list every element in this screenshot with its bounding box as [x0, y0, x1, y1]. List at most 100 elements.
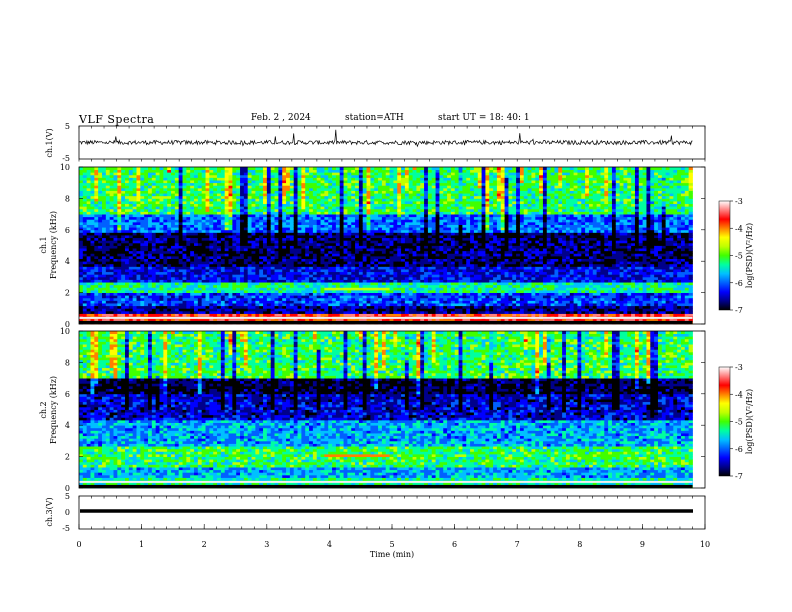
spec-cell [132, 284, 137, 288]
spec-cell [289, 235, 295, 239]
spec-cell [117, 305, 122, 309]
spec-cell [393, 237, 398, 241]
spec-cell [90, 269, 95, 273]
spec-cell [251, 240, 256, 244]
spec-cell [82, 227, 88, 231]
spec-cell [190, 303, 195, 307]
spec-cell [182, 221, 187, 225]
spec-cell [171, 287, 176, 291]
spec-cell [309, 229, 314, 233]
spec-cell [358, 221, 364, 225]
spec-cell [105, 180, 111, 184]
spec-cell [358, 198, 364, 202]
spec-cell [167, 282, 172, 286]
spec-cell [136, 198, 141, 202]
spec-cell [155, 250, 160, 254]
spec-cell [274, 308, 279, 312]
spec-cell [293, 303, 298, 307]
spec-cell [94, 214, 99, 218]
spec-cell [163, 271, 168, 275]
spec-cell [328, 229, 333, 233]
spec-cell [309, 245, 314, 249]
spec-cell [178, 211, 183, 215]
spec-cell [332, 216, 337, 220]
spec-cell [151, 172, 157, 176]
spec-cell [209, 289, 214, 293]
spec-cell [121, 201, 126, 205]
spec-cell [358, 263, 364, 267]
spec-cell [86, 177, 91, 181]
spec-cell [347, 305, 352, 309]
spec-cell [370, 289, 375, 293]
spec-cell [309, 182, 314, 186]
spec-cell [209, 227, 214, 231]
spec-cell [220, 282, 226, 286]
spec-cell [286, 216, 291, 220]
spec-cell [201, 195, 206, 199]
spec-cell [94, 282, 99, 286]
spec-cell [232, 182, 237, 186]
spec-cell [366, 224, 371, 228]
spec-cell [117, 198, 122, 202]
spec-cell [305, 308, 310, 312]
spec-cell [389, 295, 394, 299]
spec-cell [255, 303, 260, 307]
spec-cell [190, 266, 195, 270]
spec-cell [217, 248, 222, 252]
spec-cell [286, 172, 291, 176]
spec-cell [328, 295, 333, 299]
spec-cell [109, 201, 114, 205]
spec-cell [358, 303, 364, 307]
spec-cell [102, 263, 107, 267]
spec-cell [155, 190, 160, 194]
spec-cell [98, 224, 103, 228]
spec-cell [186, 282, 191, 286]
spec-cell [381, 169, 387, 173]
spec-cell [163, 167, 168, 171]
spec-cell [309, 174, 314, 178]
spec-cell [98, 227, 103, 231]
spec-cell [94, 208, 99, 212]
spec-cell [121, 229, 126, 233]
spec-cell [293, 276, 298, 280]
spec-cell [247, 198, 252, 202]
spec-cell [171, 253, 176, 257]
spec-cell [186, 274, 191, 278]
spec-cell [263, 211, 268, 215]
spec-cell [140, 172, 145, 176]
spec-cell [247, 245, 252, 249]
spec-cell [282, 237, 287, 241]
spec-cell [155, 287, 160, 291]
spec-cell [305, 190, 310, 194]
spec-cell [79, 224, 84, 228]
spec-cell [278, 282, 283, 286]
spec-cell [86, 263, 91, 267]
spec-cell [220, 214, 226, 218]
spec-cell [113, 174, 118, 178]
spec-cell [282, 172, 287, 176]
spec-cell [255, 263, 260, 267]
spec-cell [389, 237, 394, 241]
spec-cell [121, 206, 126, 210]
spec-cell [320, 245, 325, 249]
spec-cell [320, 292, 325, 296]
spec-cell [293, 318, 298, 322]
spec-cell [289, 274, 295, 278]
spec-cell [366, 282, 371, 286]
spec-cell [125, 206, 130, 210]
spec-cell [113, 313, 118, 317]
spec-cell [316, 169, 321, 173]
spec-cell [224, 287, 229, 291]
spec-cell [270, 201, 275, 205]
spec-cell [236, 279, 241, 283]
spec-cell [362, 250, 367, 254]
spec-cell [148, 167, 153, 171]
spec-cell [236, 221, 241, 225]
spec-cell [232, 190, 237, 194]
spec-cell [174, 174, 180, 178]
spec-cell [347, 297, 352, 301]
spec-cell [121, 235, 126, 239]
spec-cell [247, 229, 252, 233]
spec-cell [236, 174, 241, 178]
spec-cell [312, 203, 318, 207]
